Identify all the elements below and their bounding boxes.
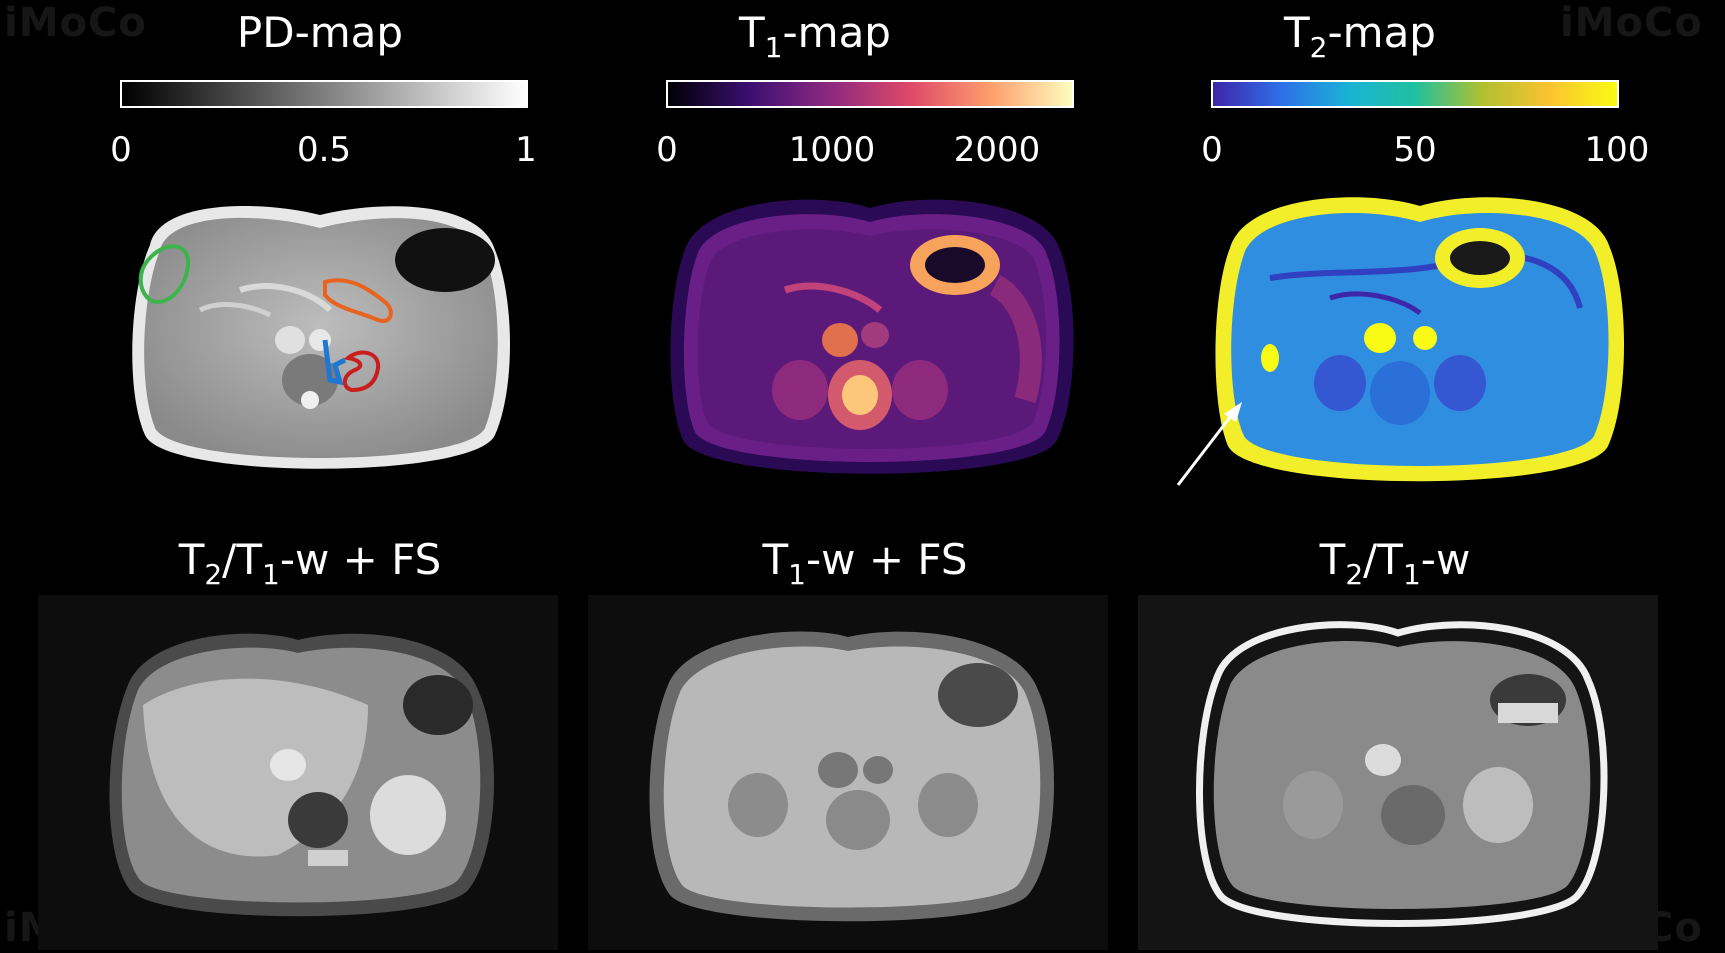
t2-map-title: T2-map	[1284, 8, 1436, 64]
arrow-annotation	[1176, 402, 1242, 486]
watermark-top-left: iMoCo	[4, 0, 147, 46]
t2t1w-fs-title: T2/T1-w + FS	[178, 535, 442, 591]
pd-tick-mid: 0.5	[296, 130, 352, 170]
t1-map-image	[665, 190, 1075, 490]
t1-map-title: T1-map	[739, 8, 891, 64]
t2-tick-0: 0	[1201, 130, 1223, 170]
t2t1w-fs-image	[38, 595, 558, 950]
t2-colorbar	[1211, 80, 1619, 108]
t2-tick-50: 50	[1393, 130, 1437, 170]
watermark-top-right: iMoCo	[1560, 0, 1703, 46]
t1-colorbar	[666, 80, 1074, 108]
t1-tick-2000: 2000	[953, 130, 1041, 170]
pd-map-image	[120, 190, 520, 490]
t2-map-image	[1210, 188, 1630, 498]
t1w-fs-image	[588, 595, 1108, 950]
pd-tick-0: 0	[110, 130, 132, 170]
pd-colorbar	[120, 80, 528, 108]
t2-tick-100: 100	[1584, 130, 1650, 170]
t1w-fs-title: T1-w + FS	[762, 535, 968, 591]
t1-tick-0: 0	[656, 130, 678, 170]
t2t1w-image	[1138, 595, 1658, 950]
pd-tick-1: 1	[515, 130, 537, 170]
t2t1w-title: T2/T1-w	[1319, 535, 1471, 591]
t1-tick-1000: 1000	[788, 130, 876, 170]
pd-map-title: PD-map	[236, 8, 404, 57]
